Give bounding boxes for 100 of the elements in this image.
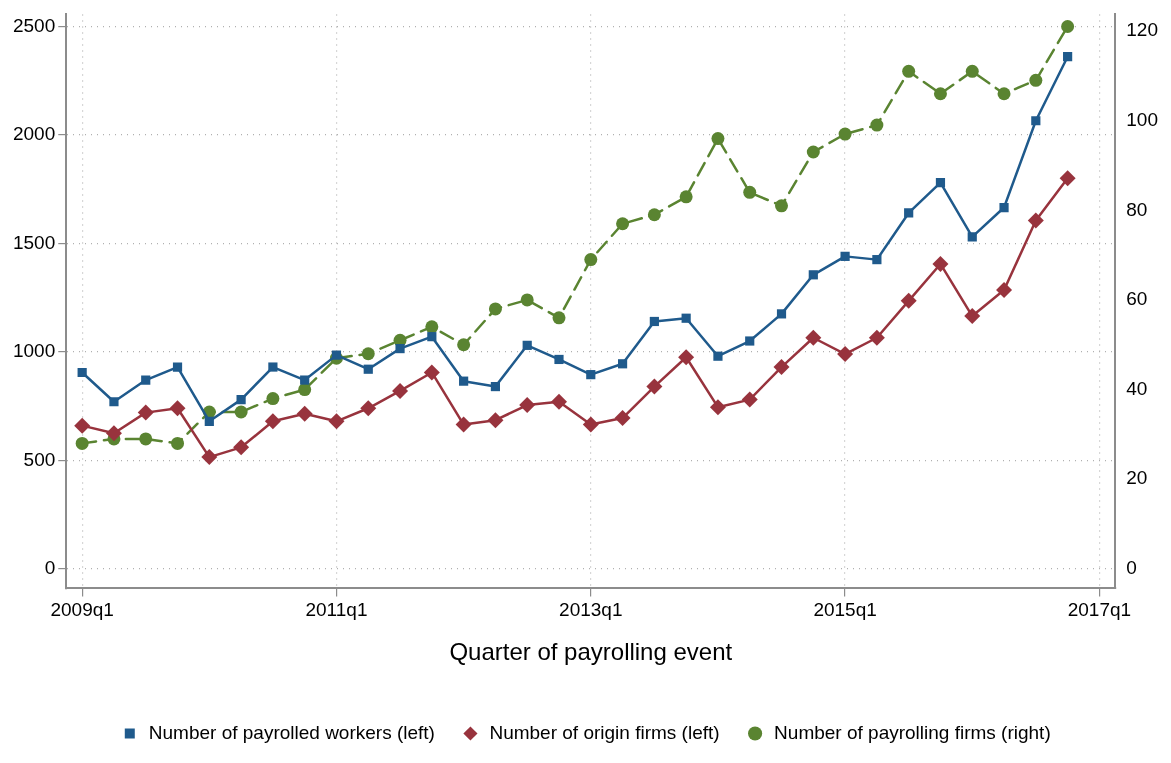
point bbox=[775, 199, 789, 213]
point bbox=[361, 347, 375, 361]
point bbox=[551, 393, 567, 410]
y2-tick-label: 20 bbox=[1126, 467, 1148, 489]
point bbox=[425, 320, 439, 334]
point bbox=[233, 439, 250, 456]
point bbox=[996, 282, 1013, 299]
y-tick-label: 0 bbox=[44, 557, 56, 579]
point bbox=[77, 367, 87, 378]
point bbox=[169, 400, 186, 417]
point bbox=[806, 145, 820, 159]
point bbox=[614, 410, 631, 427]
point bbox=[74, 417, 91, 434]
point bbox=[171, 436, 185, 450]
point bbox=[141, 375, 151, 385]
point bbox=[331, 350, 342, 360]
point bbox=[646, 378, 663, 395]
x-tick-label: 2017q1 bbox=[1067, 599, 1132, 621]
point bbox=[649, 316, 659, 327]
point bbox=[204, 416, 214, 426]
point bbox=[457, 338, 471, 352]
point bbox=[522, 340, 532, 350]
point bbox=[1059, 170, 1076, 187]
point bbox=[455, 416, 472, 433]
point bbox=[808, 270, 818, 280]
point bbox=[870, 118, 884, 132]
point bbox=[109, 397, 119, 407]
point bbox=[582, 416, 599, 433]
point bbox=[741, 391, 758, 408]
point bbox=[139, 432, 153, 446]
point bbox=[264, 413, 281, 430]
point bbox=[840, 251, 850, 261]
point bbox=[967, 232, 977, 242]
point bbox=[586, 370, 596, 380]
point bbox=[490, 381, 501, 392]
point bbox=[137, 404, 154, 421]
point bbox=[268, 362, 278, 372]
point bbox=[554, 354, 564, 365]
point bbox=[75, 436, 89, 450]
y2-tick-label: 40 bbox=[1126, 377, 1148, 399]
point bbox=[363, 364, 373, 374]
point bbox=[773, 359, 790, 376]
point bbox=[681, 313, 691, 323]
point bbox=[105, 425, 122, 442]
y2-tick-label: 120 bbox=[1126, 19, 1158, 41]
point bbox=[932, 255, 949, 272]
point bbox=[1061, 20, 1075, 33]
point bbox=[520, 293, 534, 307]
point bbox=[459, 376, 469, 386]
point bbox=[236, 395, 246, 405]
y-tick-label: 2000 bbox=[12, 123, 56, 145]
point bbox=[360, 400, 377, 417]
point bbox=[965, 64, 979, 78]
point bbox=[776, 309, 787, 319]
point bbox=[679, 190, 693, 204]
point bbox=[1031, 116, 1041, 126]
point bbox=[234, 405, 248, 419]
y2-tick-label: 60 bbox=[1126, 288, 1148, 310]
point bbox=[900, 292, 917, 309]
point bbox=[868, 329, 885, 346]
point bbox=[487, 412, 504, 429]
point bbox=[296, 405, 313, 422]
x-tick-label: 2009q1 bbox=[50, 599, 114, 621]
point bbox=[423, 364, 440, 381]
point bbox=[837, 346, 854, 363]
legend-label: Number of payrolling firms (right) bbox=[774, 721, 1051, 743]
point bbox=[1027, 212, 1044, 229]
x-tick-label: 2013q1 bbox=[559, 599, 623, 621]
point bbox=[519, 397, 536, 414]
point bbox=[617, 359, 628, 369]
point bbox=[584, 253, 598, 267]
point bbox=[678, 349, 695, 366]
y-tick-label: 1500 bbox=[12, 231, 56, 253]
point bbox=[933, 87, 947, 101]
y2-tick-label: 0 bbox=[1126, 557, 1137, 579]
point bbox=[904, 208, 914, 218]
point bbox=[713, 351, 723, 361]
point bbox=[709, 399, 726, 416]
point bbox=[805, 329, 822, 346]
point bbox=[935, 177, 946, 188]
point bbox=[266, 392, 280, 406]
point bbox=[427, 332, 437, 342]
point bbox=[999, 202, 1009, 213]
point bbox=[745, 336, 755, 346]
point bbox=[711, 132, 725, 146]
point bbox=[1063, 52, 1073, 62]
point bbox=[488, 302, 502, 316]
x-tick-label: 2011q1 bbox=[305, 599, 368, 621]
point bbox=[552, 311, 566, 325]
point bbox=[392, 382, 409, 399]
point bbox=[1029, 73, 1043, 87]
x-axis-title: Quarter of payrolling event bbox=[449, 638, 733, 666]
y2-tick-label: 80 bbox=[1126, 198, 1148, 220]
point bbox=[997, 87, 1011, 101]
point bbox=[902, 64, 916, 78]
legend-label: Number of origin firms (left) bbox=[489, 721, 720, 743]
point bbox=[300, 375, 310, 385]
point bbox=[872, 255, 882, 265]
y-tick-label: 1000 bbox=[12, 340, 56, 362]
legend-label: Number of payrolled workers (left) bbox=[148, 721, 435, 743]
